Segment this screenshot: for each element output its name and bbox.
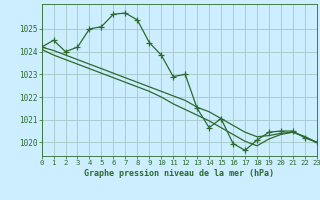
X-axis label: Graphe pression niveau de la mer (hPa): Graphe pression niveau de la mer (hPa) <box>84 169 274 178</box>
